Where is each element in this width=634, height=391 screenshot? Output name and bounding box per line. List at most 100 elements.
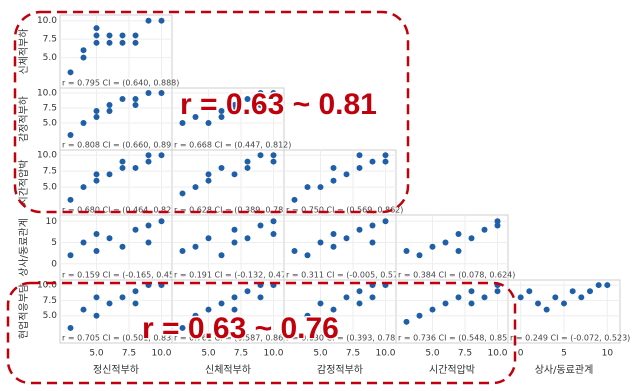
x-tick-label: 7.5 (346, 349, 360, 359)
y-tick-label: 5.0 (43, 53, 58, 63)
point (93, 248, 100, 254)
point (244, 96, 251, 102)
highlight-box (6, 281, 517, 385)
point (119, 96, 126, 102)
point (80, 184, 87, 191)
point (205, 171, 212, 178)
column-label: 시간적압박 (429, 363, 475, 376)
point (403, 318, 410, 325)
panel (59, 279, 173, 344)
point (330, 164, 337, 171)
point (106, 39, 113, 46)
row-label: 현업적응부담 (17, 284, 30, 339)
point (119, 294, 126, 301)
point (535, 300, 541, 307)
point (343, 235, 350, 242)
point (330, 177, 337, 184)
point (93, 312, 100, 319)
point (587, 288, 593, 295)
y-tick-label: 7.5 (43, 296, 57, 306)
point (494, 222, 501, 229)
row-label: 시간적압박 (17, 160, 30, 206)
panel (59, 149, 173, 216)
point (343, 294, 350, 301)
point (192, 243, 199, 250)
point (382, 158, 389, 165)
point (356, 164, 363, 171)
point (192, 184, 199, 191)
point (231, 171, 238, 178)
point (317, 300, 324, 307)
panel (59, 87, 173, 151)
stat-label: r = 0.159 CI = (-0.165, 0.452) (62, 271, 182, 280)
stat-label: r = 0.384 CI = (0.078, 0.624) (398, 271, 515, 280)
point (343, 171, 350, 178)
point (93, 171, 100, 178)
point (369, 239, 376, 246)
panel (171, 87, 285, 151)
point (132, 96, 139, 102)
column-label: 신체적부하 (205, 363, 251, 376)
point (481, 294, 488, 301)
x-tick-label: 5.0 (89, 349, 104, 359)
stat-label: r = 0.191 CI = (-0.132, 0.478) (174, 271, 294, 280)
highlight-box (13, 10, 410, 214)
point (93, 25, 100, 32)
stat-label: r = 0.705 CI = (0.501, 0.835) (62, 334, 179, 343)
y-tick-label: 0 (51, 259, 57, 269)
point (218, 108, 225, 114)
point (330, 306, 337, 313)
point (369, 294, 376, 301)
point (132, 102, 139, 108)
point (304, 312, 311, 319)
point (158, 152, 165, 159)
point (67, 132, 74, 138)
column-label: 정신적부하 (93, 363, 139, 376)
stat-label: r = 0.249 CI = (-0.072, 0.523) (510, 334, 630, 343)
point (356, 300, 363, 307)
point (145, 239, 152, 246)
point (145, 17, 152, 24)
x-tick-label: 5 (561, 349, 567, 359)
point (80, 54, 87, 61)
x-tick-label: 10.0 (487, 349, 507, 359)
point (231, 239, 238, 246)
x-tick-label: 7.5 (458, 349, 472, 359)
point (231, 226, 238, 233)
point (356, 226, 363, 233)
point (192, 114, 199, 120)
y-tick-label: 7.5 (43, 167, 57, 177)
panel (171, 279, 285, 344)
point (80, 239, 87, 246)
y-tick-label: 10.0 (37, 151, 57, 161)
point (106, 171, 113, 178)
row-label: 신체적부하 (17, 29, 30, 75)
point (257, 90, 264, 96)
point (455, 231, 462, 237)
panel (59, 14, 173, 89)
point (543, 306, 550, 313)
stat-label: r = 0.736 CI = (0.548, 0.854) (398, 334, 515, 343)
x-tick-label: 5.0 (425, 349, 440, 359)
panel (283, 149, 397, 216)
point (132, 164, 139, 171)
point (179, 190, 186, 197)
point (119, 243, 126, 250)
point (604, 282, 611, 289)
point (291, 196, 298, 203)
point (561, 300, 567, 307)
point (231, 102, 238, 108)
point (67, 69, 74, 76)
x-tick-label: 7.5 (234, 349, 248, 359)
x-tick-label: 10.0 (375, 349, 395, 359)
point (192, 312, 199, 319)
point (132, 32, 139, 39)
annotation: r = 0.63 ~ 0.81 (180, 88, 377, 121)
point (106, 108, 113, 114)
y-tick-label: 5.0 (43, 311, 58, 321)
point (158, 90, 165, 96)
point (455, 248, 462, 254)
point (257, 222, 264, 229)
point (356, 288, 363, 295)
annotation: r = 0.63 ~ 0.76 (142, 312, 339, 345)
